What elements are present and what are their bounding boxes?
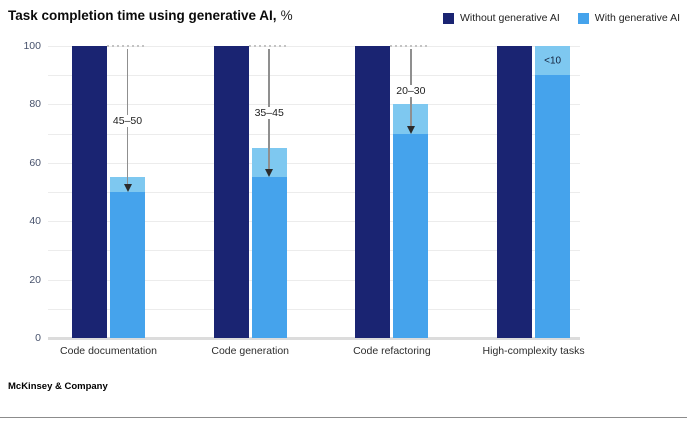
gridline-80 bbox=[48, 104, 580, 106]
bar-with-genai-2 bbox=[393, 133, 429, 338]
legend-item-without-genai: Without generative AI bbox=[442, 12, 560, 24]
bar-with-genai-range-cap-3 bbox=[535, 46, 571, 76]
y-tick-label-60: 60 bbox=[29, 156, 41, 169]
x-axis-label-1: Code generation bbox=[211, 345, 290, 357]
legend: Without generative AI With generative AI bbox=[442, 12, 680, 24]
gridline-100 bbox=[48, 46, 580, 47]
reduction-arrow-head-0 bbox=[123, 184, 132, 192]
gridline-60 bbox=[48, 162, 580, 164]
chart-title: Task completion time using generative AI… bbox=[8, 8, 293, 23]
y-axis: 0 20 40 60 80 100 bbox=[0, 40, 41, 344]
gridline-20 bbox=[48, 279, 580, 281]
legend-swatch-navy bbox=[442, 12, 454, 24]
y-tick-label-40: 40 bbox=[29, 215, 41, 228]
bar-without-genai-0 bbox=[72, 46, 107, 338]
reference-dash-line-1 bbox=[248, 45, 289, 47]
gridline-70 bbox=[48, 133, 580, 135]
bar-without-genai-3 bbox=[497, 46, 533, 338]
x-axis-label-2: Code refactoring bbox=[353, 345, 431, 357]
reference-dash-line-2 bbox=[390, 45, 431, 47]
chart-title-unit: % bbox=[280, 8, 293, 23]
reduction-range-label-1: 35–45 bbox=[251, 107, 287, 120]
reference-dash-line-0 bbox=[107, 45, 147, 47]
chart-title-text: Task completion time using generative AI… bbox=[8, 8, 277, 23]
reduction-range-label-0: 45–50 bbox=[109, 114, 146, 127]
bar-without-genai-2 bbox=[355, 46, 391, 338]
x-axis-label-0: Code documentation bbox=[60, 345, 157, 357]
bar-with-genai-3 bbox=[535, 75, 571, 338]
bar-with-genai-0 bbox=[110, 192, 145, 338]
gridline-10 bbox=[48, 308, 580, 310]
bar-without-genai-1 bbox=[213, 46, 249, 338]
reduction-arrow-head-1 bbox=[265, 169, 274, 178]
y-tick-label-100: 100 bbox=[23, 40, 41, 52]
bar-with-genai-1 bbox=[251, 177, 287, 338]
gridline-50 bbox=[48, 192, 580, 193]
reduction-range-label-2: 20–30 bbox=[393, 85, 429, 98]
gridline-90 bbox=[48, 75, 580, 77]
gridline-30 bbox=[48, 250, 580, 252]
source-attribution: McKinsey & Company bbox=[8, 381, 108, 392]
y-tick-label-0: 0 bbox=[35, 332, 41, 344]
gridline-40 bbox=[48, 221, 580, 223]
reduction-range-label-3: <10 bbox=[544, 55, 562, 67]
x-axis-label-3: High-complexity tasks bbox=[482, 345, 585, 357]
bottom-divider bbox=[0, 417, 687, 418]
y-tick-label-20: 20 bbox=[29, 273, 41, 286]
x-axis-line bbox=[48, 337, 580, 340]
plot-area: 45–50 Code documentation 35–45 Code generat… bbox=[48, 45, 585, 357]
legend-label-with-genai: With generative AI bbox=[594, 12, 680, 24]
legend-item-with-genai: With generative AI bbox=[577, 12, 680, 24]
y-tick-label-80: 80 bbox=[29, 98, 41, 111]
legend-swatch-blue bbox=[577, 12, 589, 24]
reduction-arrow-head-2 bbox=[406, 125, 415, 134]
legend-label-without-genai: Without generative AI bbox=[459, 12, 560, 24]
